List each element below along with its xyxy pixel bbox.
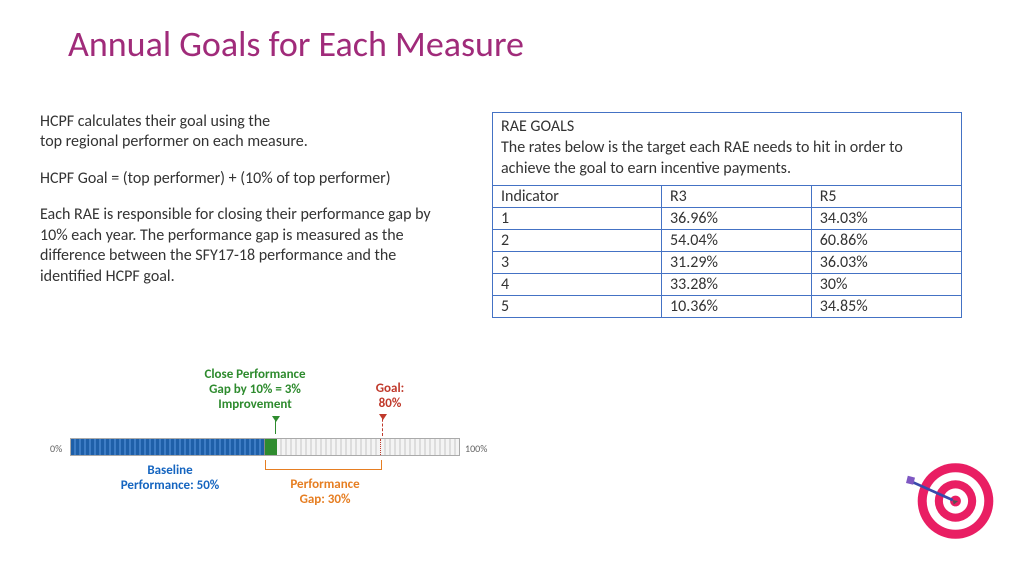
table-header: R3 [661,186,811,208]
table-cell: 3 [493,252,661,274]
rae-header: RAE GOALS The rates below is the target … [493,113,961,186]
orange-l1: Performance [290,477,359,492]
bar-end [381,439,459,455]
scale-right: 100% [465,442,487,455]
table-cell: 33.28% [661,274,811,296]
p1-line2: top regional performer on each measure. [40,132,308,151]
scale-left: 0% [50,442,62,455]
table-cell: 1 [493,208,661,230]
page-title: Annual Goals for Each Measure [68,22,524,66]
red-l2: 80% [379,396,402,411]
orange-label: Performance Gap: 30% [270,478,380,508]
rae-sub: The rates below is the target each RAE n… [501,138,903,178]
table-cell: 31.29% [661,252,811,274]
target-icon [906,456,996,546]
blue-l2: Performance: 50% [121,478,220,493]
bar-gap [277,439,382,455]
green-l1: Close Performance [204,367,305,382]
table-cell: 36.03% [811,252,961,274]
red-l1: Goal: [376,381,404,396]
table-row: 254.04%60.86% [493,230,961,252]
table-cell: 54.04% [661,230,811,252]
table-row: 510.36%34.85% [493,296,961,318]
table-row: 331.29%36.03% [493,252,961,274]
body-text: HCPF calculates their goal using the top… [40,112,460,303]
table-cell: 5 [493,296,661,318]
bar-baseline [71,439,265,455]
rae-table: IndicatorR3R5136.96%34.03%254.04%60.86%3… [493,186,961,317]
green-label: Close Performance Gap by 10% = 3% Improv… [180,368,330,413]
table-header: R5 [811,186,961,208]
table-cell: 60.86% [811,230,961,252]
p3-gap: Each RAE is responsible for closing thei… [40,205,460,287]
table-cell: 36.96% [661,208,811,230]
rae-heading: RAE GOALS [501,117,574,136]
table-cell: 4 [493,274,661,296]
table-cell: 10.36% [661,296,811,318]
progress-bar [70,438,460,456]
green-l2: Gap by 10% = 3% [209,382,301,397]
green-l3: Improvement [218,397,292,412]
table-cell: 2 [493,230,661,252]
table-cell: 30% [811,274,961,296]
table-header: Indicator [493,186,661,208]
blue-l1: Baseline [147,463,192,478]
table-row: 136.96%34.03% [493,208,961,230]
rae-goals-box: RAE GOALS The rates below is the target … [492,112,962,318]
red-arrow-icon [379,414,387,420]
green-pointer [275,420,276,434]
p2-formula: HCPF Goal = (top performer) + (10% of to… [40,169,460,189]
gap-bracket [265,460,382,470]
red-label: Goal: 80% [360,382,420,412]
orange-l2: Gap: 30% [300,492,351,507]
table-cell: 34.85% [811,296,961,318]
green-arrow-icon [272,416,280,422]
table-row: 433.28%30% [493,274,961,296]
p1-line1: HCPF calculates their goal using the [40,112,270,131]
blue-label: Baseline Performance: 50% [100,464,240,494]
bar-close [265,439,277,455]
table-cell: 34.03% [811,208,961,230]
